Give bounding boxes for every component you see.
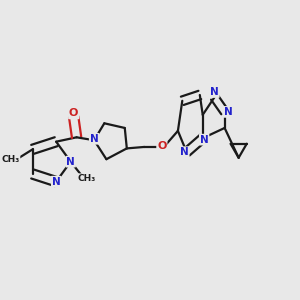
Text: O: O <box>157 141 167 151</box>
Text: N: N <box>90 134 98 144</box>
Text: CH₃: CH₃ <box>78 174 96 183</box>
Text: CH₃: CH₃ <box>1 155 20 164</box>
Text: N: N <box>210 87 219 97</box>
Text: N: N <box>180 147 189 157</box>
Text: N: N <box>200 135 208 145</box>
Text: N: N <box>52 177 61 187</box>
Text: O: O <box>69 108 78 118</box>
Text: N: N <box>224 107 233 117</box>
Text: N: N <box>66 157 75 167</box>
